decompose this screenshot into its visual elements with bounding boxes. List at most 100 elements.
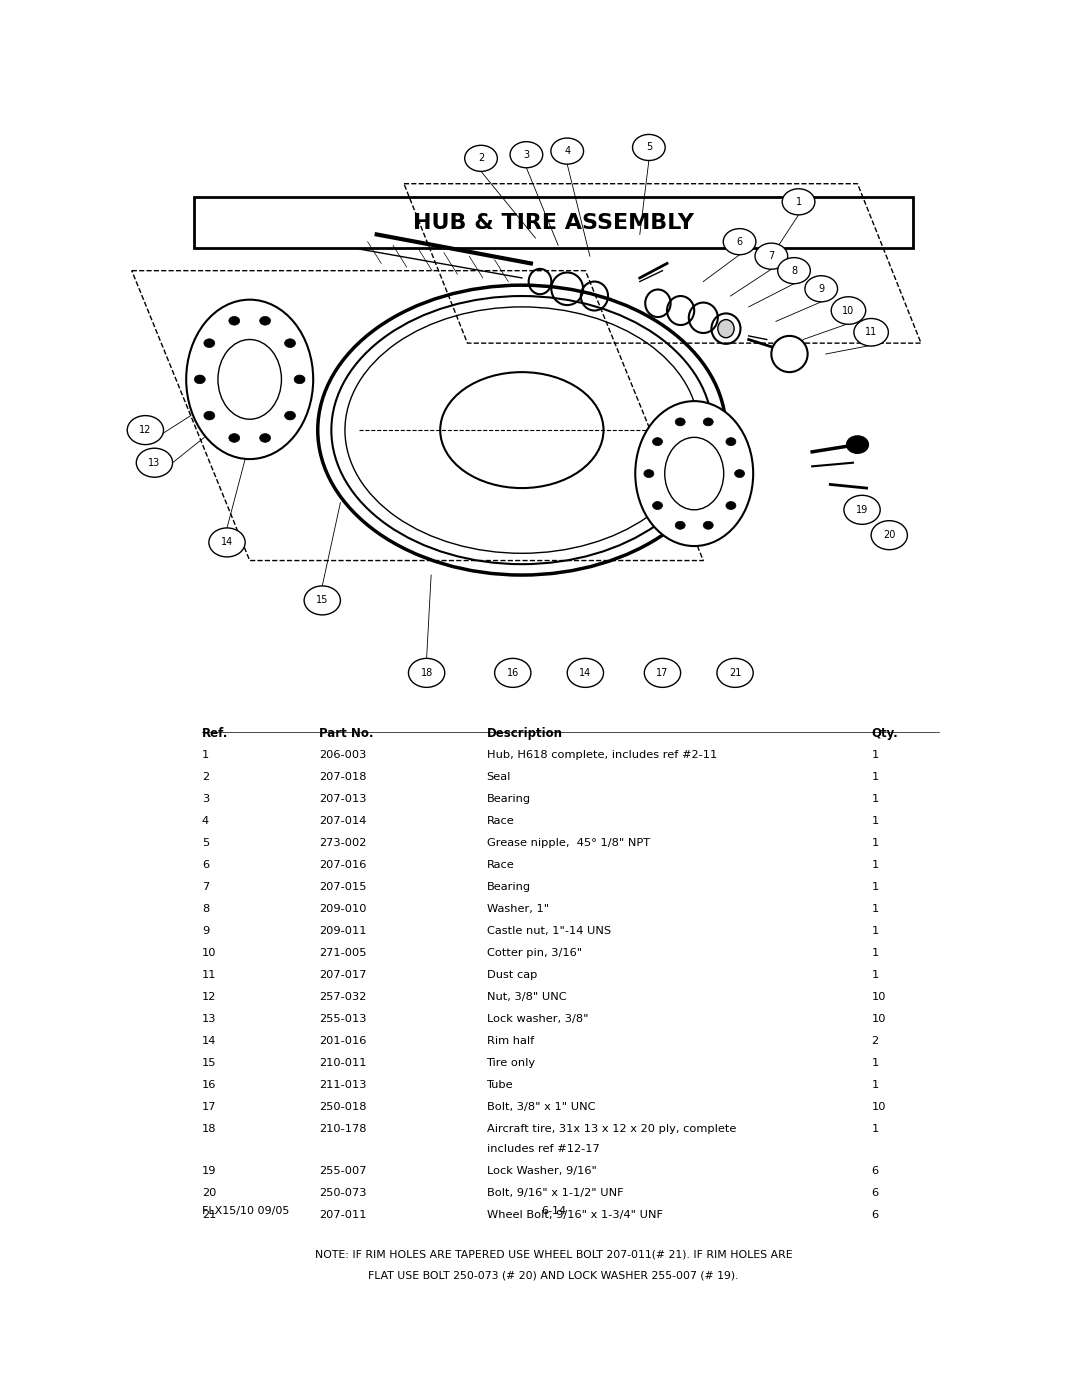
Circle shape [703, 418, 713, 426]
Circle shape [724, 229, 756, 254]
Text: Castle nut, 1"-14 UNS: Castle nut, 1"-14 UNS [486, 926, 610, 936]
Text: 211-013: 211-013 [320, 1080, 366, 1091]
Circle shape [229, 433, 240, 443]
Text: 201-016: 201-016 [320, 1037, 366, 1046]
Text: 1: 1 [202, 750, 210, 760]
Circle shape [652, 437, 662, 446]
Text: 1: 1 [872, 883, 879, 893]
Text: 1: 1 [872, 926, 879, 936]
Text: Bolt, 9/16" x 1-1/2" UNF: Bolt, 9/16" x 1-1/2" UNF [486, 1189, 623, 1199]
Text: 8: 8 [791, 265, 797, 275]
Text: 1: 1 [872, 816, 879, 826]
Text: includes ref #12-17: includes ref #12-17 [486, 1144, 599, 1154]
Text: 20: 20 [883, 531, 895, 541]
Circle shape [633, 134, 665, 161]
Text: 8: 8 [202, 904, 210, 914]
Text: 7: 7 [202, 883, 210, 893]
Circle shape [726, 502, 735, 510]
Circle shape [872, 521, 907, 549]
Text: Bearing: Bearing [486, 883, 530, 893]
Text: 1: 1 [872, 904, 879, 914]
Text: 207-014: 207-014 [320, 816, 366, 826]
Text: 250-073: 250-073 [320, 1189, 366, 1199]
Circle shape [127, 416, 163, 444]
Text: 1: 1 [872, 861, 879, 870]
Text: 1: 1 [872, 1059, 879, 1069]
Circle shape [204, 411, 215, 420]
Text: 255-007: 255-007 [320, 1166, 366, 1176]
Text: 5: 5 [202, 838, 210, 848]
Text: 18: 18 [202, 1125, 216, 1134]
Text: Bearing: Bearing [486, 793, 530, 805]
Text: 13: 13 [202, 1014, 216, 1024]
Text: Washer, 1": Washer, 1" [486, 904, 549, 914]
Text: 209-010: 209-010 [320, 904, 366, 914]
Text: 1: 1 [796, 197, 801, 207]
Text: 207-011: 207-011 [320, 1210, 366, 1221]
Circle shape [805, 275, 838, 302]
Text: 207-015: 207-015 [320, 883, 366, 893]
Text: 19: 19 [856, 504, 868, 515]
Text: 14: 14 [221, 538, 233, 548]
Text: 1: 1 [872, 949, 879, 958]
Text: 16: 16 [202, 1080, 216, 1091]
Circle shape [408, 658, 445, 687]
Text: 207-018: 207-018 [320, 773, 366, 782]
Circle shape [551, 138, 583, 163]
Circle shape [285, 411, 296, 420]
Text: 257-032: 257-032 [320, 992, 366, 1002]
Circle shape [204, 339, 215, 348]
Text: 17: 17 [657, 668, 669, 678]
Text: 13: 13 [148, 458, 161, 468]
FancyBboxPatch shape [193, 197, 914, 249]
Circle shape [567, 658, 604, 687]
Circle shape [644, 469, 653, 478]
Text: Qty.: Qty. [872, 726, 899, 740]
Text: Hub, H618 complete, includes ref #2-11: Hub, H618 complete, includes ref #2-11 [486, 750, 717, 760]
Ellipse shape [771, 335, 808, 372]
Circle shape [305, 585, 340, 615]
Text: 15: 15 [316, 595, 328, 605]
Circle shape [208, 528, 245, 557]
Text: Lock Washer, 9/16": Lock Washer, 9/16" [486, 1166, 596, 1176]
Text: NOTE: IF RIM HOLES ARE TAPERED USE WHEEL BOLT 207-011(# 21). IF RIM HOLES ARE: NOTE: IF RIM HOLES ARE TAPERED USE WHEEL… [314, 1249, 793, 1259]
Text: 2: 2 [478, 154, 484, 163]
Text: 207-017: 207-017 [320, 971, 366, 981]
Text: 7: 7 [768, 251, 774, 261]
Text: 3: 3 [524, 149, 529, 159]
Text: 17: 17 [202, 1102, 216, 1112]
Text: Cotter pin, 3/16": Cotter pin, 3/16" [486, 949, 582, 958]
Text: 1: 1 [872, 838, 879, 848]
Text: Grease nipple,  45° 1/8" NPT: Grease nipple, 45° 1/8" NPT [486, 838, 650, 848]
Circle shape [645, 658, 680, 687]
Circle shape [510, 141, 543, 168]
Circle shape [259, 433, 271, 443]
Text: Tube: Tube [486, 1080, 513, 1091]
Text: 21: 21 [729, 668, 741, 678]
Text: 2: 2 [202, 773, 210, 782]
Text: 207-016: 207-016 [320, 861, 366, 870]
Text: 10: 10 [872, 992, 886, 1002]
Text: 10: 10 [872, 1102, 886, 1112]
Text: 273-002: 273-002 [320, 838, 366, 848]
Text: Seal: Seal [486, 773, 511, 782]
Circle shape [675, 418, 685, 426]
Text: Dust cap: Dust cap [486, 971, 537, 981]
Text: Tire only: Tire only [486, 1059, 536, 1069]
Text: 206-003: 206-003 [320, 750, 366, 760]
Circle shape [847, 436, 868, 453]
Circle shape [294, 374, 305, 384]
Text: 6-14: 6-14 [541, 1207, 566, 1217]
Text: 10: 10 [202, 949, 216, 958]
Text: 6: 6 [872, 1166, 879, 1176]
Circle shape [782, 189, 815, 215]
Circle shape [703, 521, 713, 529]
Text: 250-018: 250-018 [320, 1102, 366, 1112]
Text: 1: 1 [872, 793, 879, 805]
Text: 6: 6 [872, 1189, 879, 1199]
Text: Race: Race [486, 816, 514, 826]
Text: 210-011: 210-011 [320, 1059, 366, 1069]
Text: 20: 20 [202, 1189, 216, 1199]
Text: 21: 21 [202, 1210, 216, 1221]
Text: 271-005: 271-005 [320, 949, 366, 958]
